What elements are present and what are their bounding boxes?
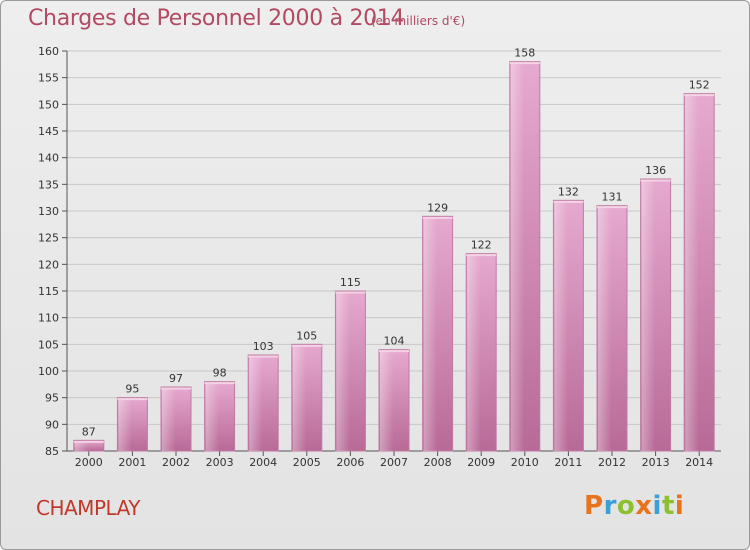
x-tick-label: 2011 — [554, 456, 582, 469]
bar-group — [116, 397, 148, 452]
data-label: 97 — [169, 372, 183, 385]
bar-highlight — [467, 254, 481, 451]
y-tick-label: 115 — [38, 285, 59, 298]
bar-highlight — [336, 292, 350, 451]
bar-highlight — [118, 398, 132, 451]
y-tick-label: 155 — [38, 72, 59, 85]
bar-group — [247, 354, 279, 452]
y-tick-label: 130 — [38, 205, 59, 218]
logo-letter: x — [635, 491, 653, 521]
bar-highlight — [685, 94, 699, 452]
data-label: 95 — [125, 383, 139, 396]
bar-group — [73, 439, 105, 452]
bar-group — [465, 253, 497, 452]
chart-title: Charges de Personnel 2000 à 2014 — [28, 6, 405, 31]
data-labels: 87 95 97 98 103 105 115 104 129 122 158 132 131 136 15… — [82, 47, 710, 439]
x-tick-label: 2004 — [249, 456, 277, 469]
data-label: 152 — [689, 79, 710, 92]
bars — [73, 61, 715, 452]
data-label: 158 — [514, 47, 535, 60]
x-tick-labels: 2000 2001 2002 2003 2004 2005 2006 2007 2008 2009… — [75, 456, 713, 469]
bar-group — [640, 178, 672, 452]
bar-group — [552, 199, 584, 452]
y-tick-label: 125 — [38, 232, 59, 245]
y-tick-label: 105 — [38, 338, 59, 351]
data-label: 87 — [82, 425, 96, 438]
bar-group — [509, 61, 541, 452]
data-label: 104 — [384, 335, 405, 348]
data-label: 98 — [213, 367, 227, 380]
bar — [73, 439, 105, 452]
bar-highlight — [74, 441, 89, 451]
y-tick-label: 135 — [38, 178, 59, 191]
y-tick-label: 150 — [38, 98, 59, 111]
bar-group — [204, 381, 236, 452]
data-label: 105 — [296, 329, 317, 342]
data-label: 131 — [602, 191, 623, 204]
y-tick-label: 95 — [45, 392, 59, 405]
data-label: 122 — [471, 239, 492, 252]
bar-group — [378, 349, 410, 452]
bar-group — [596, 205, 628, 452]
bar-highlight — [162, 388, 176, 451]
bar-highlight — [598, 206, 612, 451]
commune-name: CHAMPLAY — [36, 496, 140, 520]
data-label: 103 — [253, 340, 274, 353]
y-tick-label: 140 — [38, 152, 59, 165]
y-tick-labels: 85 90 95 100 105 110 115 120 125 130 135 140 145 150 1… — [38, 45, 59, 458]
bar-group — [683, 93, 715, 452]
logo-letter: i — [652, 491, 662, 521]
x-tick-label: 2000 — [75, 456, 103, 469]
x-tick-label: 2010 — [511, 456, 539, 469]
logo-letter: o — [616, 491, 636, 521]
bar-group — [291, 343, 323, 452]
x-tick-label: 2009 — [467, 456, 495, 469]
bar-highlight — [205, 382, 220, 451]
data-label: 129 — [427, 201, 448, 214]
y-tick-label: 90 — [45, 418, 59, 431]
proxiti-logo: Proxiti — [584, 491, 684, 521]
x-tick-label: 2002 — [162, 456, 190, 469]
bar-group — [422, 215, 454, 452]
logo-letter: t — [661, 491, 675, 521]
x-tick-label: 2012 — [598, 456, 626, 469]
logo-letter: i — [674, 491, 685, 521]
bar-group — [334, 290, 366, 452]
logo-letter: r — [603, 491, 617, 521]
y-tick-label: 160 — [38, 45, 59, 58]
x-tick-label: 2005 — [293, 456, 321, 469]
bar-highlight — [510, 62, 525, 452]
x-tick-label: 2007 — [380, 456, 408, 469]
x-tick-label: 2003 — [206, 456, 234, 469]
chart-subtitle: (en milliers d'€) — [371, 14, 466, 28]
y-tick-label: 100 — [38, 365, 59, 378]
x-tick-label: 2014 — [685, 456, 713, 469]
data-label: 115 — [340, 276, 361, 289]
y-tick-label: 145 — [38, 125, 59, 138]
bar-highlight — [292, 345, 307, 451]
data-label: 132 — [558, 185, 579, 198]
y-tick-label: 120 — [38, 258, 59, 271]
bar-highlight — [641, 180, 656, 451]
y-tick-label: 110 — [38, 312, 59, 325]
x-tick-label: 2008 — [424, 456, 452, 469]
x-tick-label: 2001 — [118, 456, 146, 469]
x-tick-label: 2006 — [336, 456, 364, 469]
x-tick-label: 2013 — [642, 456, 670, 469]
bar-highlight — [554, 201, 568, 451]
bar-highlight — [423, 217, 438, 451]
data-label: 136 — [645, 164, 666, 177]
bar-highlight — [380, 350, 394, 451]
y-tick-label: 85 — [45, 445, 59, 458]
logo-letter: P — [584, 491, 604, 521]
bar-highlight — [249, 356, 263, 451]
bar-group — [160, 386, 192, 452]
